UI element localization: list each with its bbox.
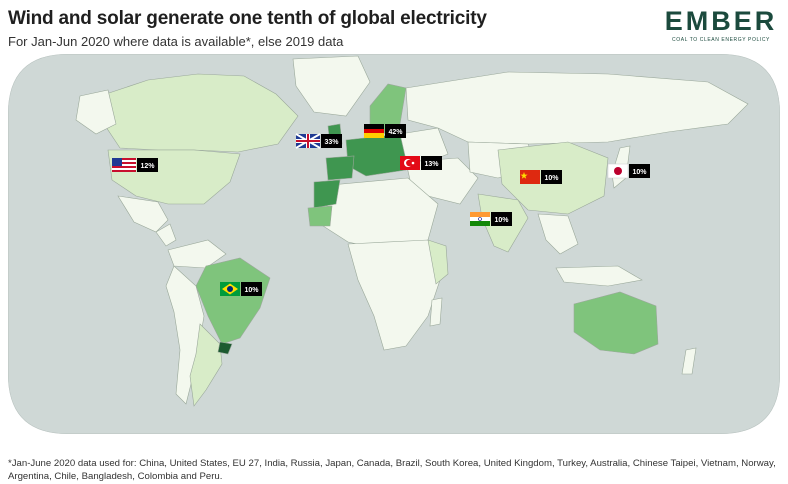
cn-value-label: 10% [544, 175, 559, 182]
logo-wordmark: EMBER [664, 6, 778, 36]
jp-value-label: 10% [632, 169, 647, 176]
gb-value-label: 33% [324, 139, 339, 146]
tr-flag-icon [400, 156, 420, 170]
callout-united-kingdom: 33% [295, 133, 342, 149]
ember-logo: EMBER COAL TO CLEAN ENERGY POLICY [662, 6, 780, 46]
br-value-label: 10% [244, 287, 259, 294]
world-map: 12% 33% 42% [8, 54, 780, 434]
br-flag-icon [220, 282, 240, 296]
madagascar-region [429, 297, 443, 327]
western-sahara-region [307, 205, 333, 227]
callout-china: 10% [520, 170, 562, 184]
alaska-region [75, 89, 117, 135]
callout-germany: 42% [364, 124, 406, 138]
callout-turkey: 13% [400, 156, 442, 170]
page-subtitle: For Jan-Jun 2020 where data is available… [8, 34, 344, 49]
southeast-asia-region [537, 213, 579, 255]
morocco-region [313, 179, 341, 209]
iberia-region [325, 155, 355, 181]
brazil-region [195, 257, 271, 345]
logo-tagline: COAL TO CLEAN ENERGY POLICY [672, 37, 770, 43]
new-zealand-region [681, 347, 697, 375]
in-flag-icon [470, 212, 490, 226]
de-flag-icon [364, 124, 384, 138]
east-africa-region [427, 239, 449, 285]
uruguay-region [217, 341, 233, 355]
footnote: *Jan-June 2020 data used for: China, Uni… [8, 458, 776, 482]
indonesia-region [555, 265, 643, 287]
australia-region [573, 291, 659, 355]
greenland-region [292, 55, 371, 117]
gb-flag-icon [295, 133, 321, 149]
jp-flag-icon [607, 163, 629, 179]
mexico-region [117, 195, 169, 233]
in-value-label: 10% [494, 217, 509, 224]
us-value-label: 12% [140, 163, 155, 170]
callout-brazil: 10% [220, 282, 262, 296]
callout-united-states: 12% [112, 158, 158, 172]
page-title: Wind and solar generate one tenth of glo… [8, 8, 487, 29]
colombia-venezuela-region [167, 239, 227, 269]
callout-india: 10% [470, 212, 512, 226]
russia-region [405, 71, 749, 145]
us-flag-icon [112, 158, 136, 172]
de-value-label: 42% [388, 129, 403, 136]
world-map-svg: 12% 33% 42% [8, 54, 780, 434]
tr-value-label: 13% [424, 161, 439, 168]
cn-flag-icon [520, 170, 540, 184]
callout-japan: 10% [607, 163, 650, 179]
central-america-region [155, 223, 177, 247]
canada-region [103, 73, 299, 153]
